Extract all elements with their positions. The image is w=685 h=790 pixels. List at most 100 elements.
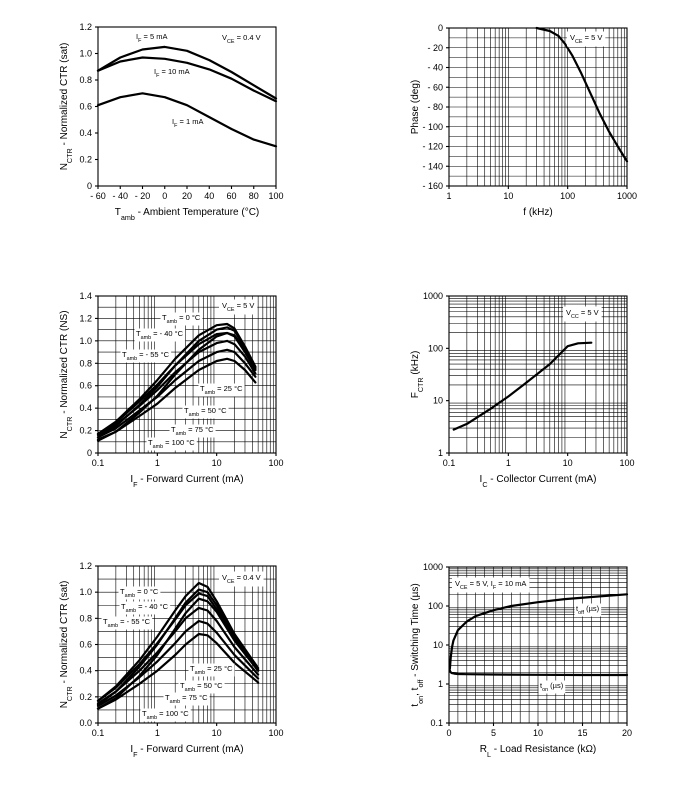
text-part-sub: CE — [227, 307, 235, 313]
series-label-6: Tamb = 75 °C — [165, 693, 208, 705]
y-tick-label: - 140 — [422, 161, 443, 171]
x-tick-label: 40 — [204, 191, 214, 201]
y-tick-label: - 120 — [422, 142, 443, 152]
x-tick-label: 1000 — [617, 191, 637, 201]
text-part-sub: amb — [176, 431, 187, 437]
series-line-1 — [535, 26, 629, 163]
y-tick-label: 0 — [87, 448, 92, 458]
x-tick-label: 1 — [155, 458, 160, 468]
series-label-6: Tamb = 75 °C — [171, 425, 214, 437]
text-part-sub: F — [133, 480, 138, 489]
label-background — [538, 680, 566, 694]
text-part-rest: - Ambient Temperature (°C) — [135, 207, 259, 218]
y-tick-label: 0.4 — [79, 666, 92, 676]
chart-c1: - 60 - 40 - 20 0 20 40 60 80 100 0 0.2 0.4 0.6 0.8 1.0… — [59, 22, 284, 222]
series-label-3: IF = 1 mA — [172, 117, 203, 129]
condition-label: VCE = 0.4 V — [222, 573, 261, 585]
label-background — [119, 601, 171, 615]
label-background — [120, 349, 172, 363]
series-label-4: Tamb = 25 °C — [200, 384, 243, 396]
series-label-2: Tamb = - 40 °C — [136, 329, 184, 341]
label-background — [182, 405, 229, 419]
x-tick-label: - 40 — [112, 191, 128, 201]
series-line-1 — [96, 45, 278, 100]
y-tick-label: 0.8 — [79, 358, 92, 368]
label-background — [160, 312, 203, 326]
text-part-sub: CTR — [65, 686, 74, 701]
series-label-2: ton (µs) — [540, 681, 564, 693]
text-part-main: T — [200, 384, 205, 393]
text-part-main: T — [121, 602, 126, 611]
x-tick-label: 20 — [182, 191, 192, 201]
x-axis-label: RL - Load Resistance (kΩ) — [480, 744, 597, 759]
x-tick-label: 10 — [503, 191, 513, 201]
x-tick-label: 0.1 — [443, 458, 456, 468]
label-background — [101, 616, 153, 630]
chart-c2: 1 10 100 1000 0 - 20 - 40 - 60 - 80 - 100 - 120 - 1… — [410, 23, 637, 218]
grid — [449, 28, 627, 186]
y-tick-label: 100 — [428, 343, 443, 353]
y-tick-label: - 100 — [422, 122, 443, 132]
text-part-rest: - Forward Current (mA) — [138, 474, 244, 485]
series-label-5: Tamb = 50 °C — [184, 406, 227, 418]
text-part-main: N — [59, 701, 70, 708]
x-axis-label: IF - Forward Current (mA) — [130, 744, 243, 759]
text-part-main: V — [570, 33, 575, 42]
condition-label: VCE = 0.4 V — [222, 33, 261, 45]
series-label-5: Tamb = 50 °C — [180, 681, 223, 693]
text-part-rest: = 0.4 V — [235, 33, 261, 42]
text-part-main: V — [455, 579, 460, 588]
text-part-sub: amb — [185, 687, 196, 693]
x-tick-label: 100 — [268, 191, 283, 201]
text-part-main: T — [171, 425, 176, 434]
condition-label: VCC = 5 V — [566, 308, 599, 320]
text-part-rest: = 1 mA — [177, 117, 203, 126]
x-tick-label: 100 — [560, 191, 575, 201]
text-part-main: T — [190, 664, 195, 673]
x-axis-label: IC - Collector Current (mA) — [480, 474, 597, 489]
text-part-sub: F — [138, 38, 142, 44]
text-part-main: T — [115, 207, 121, 218]
text-part-rest: = - 40 °C — [151, 329, 184, 338]
text-part-rest: = 5 V — [579, 308, 599, 317]
series-line-1 — [96, 581, 260, 702]
y-tick-label: 0.6 — [79, 102, 92, 112]
series-line-5 — [96, 606, 260, 705]
y-axis-label: ton, toff - Switching Time (µs) — [410, 583, 425, 706]
text-part-sub: CC — [571, 314, 579, 320]
condition-background — [567, 31, 606, 47]
x-axis-label: IF - Forward Current (mA) — [130, 474, 243, 489]
series-line-4 — [96, 331, 257, 435]
y-tick-label: 1.2 — [79, 22, 92, 32]
text-part-rest: = 50 °C — [195, 681, 223, 690]
series-line-7 — [96, 357, 257, 441]
series-label-7: Tamb = 100 °C — [142, 709, 189, 721]
y-tick-label: 0.8 — [79, 613, 92, 623]
text-part-sub: amb — [170, 699, 181, 705]
x-tick-label: 0 — [162, 191, 167, 201]
text-part-rest: - Normalized CTR (sat) — [59, 43, 70, 149]
text-part-sub: F — [156, 73, 160, 79]
y-tick-label: 1 — [438, 679, 443, 689]
x-tick-label: 1 — [506, 458, 511, 468]
y-tick-label: 0.0 — [79, 718, 92, 728]
text-part-rest: = 25 °C — [205, 664, 233, 673]
text-part-rest: - Load Resistance (kΩ) — [491, 744, 596, 755]
text-part-rest: = 5 V — [583, 33, 603, 42]
chart-c6: 0 5 10 15 20 0.1 1 10 100 1000 RL - Load Resistanc… — [410, 562, 632, 759]
text-part-sub: amb — [147, 715, 158, 721]
text-part-rest: (µs) — [584, 604, 600, 613]
text-part-rest: = 0 °C — [177, 313, 201, 322]
y-tick-label: - 80 — [427, 102, 443, 112]
series-label-4: Tamb = 25 °C — [190, 664, 233, 676]
x-tick-label: 20 — [622, 728, 632, 738]
series-line-6 — [96, 348, 257, 439]
y-tick-label: 1.0 — [79, 587, 92, 597]
y-axis-label: NCTR - Normalized CTR (sat) — [59, 43, 74, 171]
text-part-main: T — [184, 406, 189, 415]
text-part-sub: amb — [205, 390, 216, 396]
y-tick-label: - 60 — [427, 82, 443, 92]
condition-label: VCE = 5 V — [222, 301, 254, 313]
